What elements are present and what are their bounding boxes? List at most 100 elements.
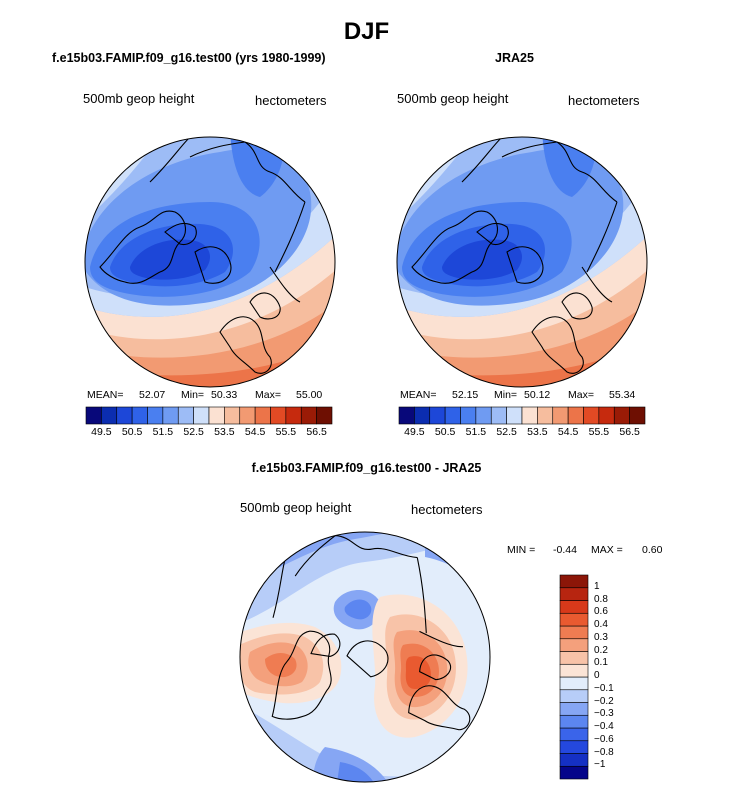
panel-1-title: f.e15b03.FAMIP.f09_g16.test00 (yrs 1980-… [52,51,326,65]
panel-3-map-border [239,531,491,783]
panel-1-units: hectometers [255,93,327,108]
panel-2-colorbar-box [583,406,600,425]
panel-3-colorbar-box [559,574,589,589]
panel-2-colorbar-box [490,406,507,425]
panel-2-colorbar-tick-label: 50.5 [434,426,456,438]
panel-1-max-label: Max= [255,389,281,401]
panel-1-colorbar-box [177,406,194,425]
panel-2-colorbar-box [506,406,523,425]
panel-2-colorbar-box [521,406,538,425]
panel-1-map-border [84,136,336,388]
panel-2-colorbar-box [475,406,492,425]
panel-2-colorbar [398,406,646,425]
panel-3-title: f.e15b03.FAMIP.f09_g16.test00 - JRA25 [251,461,482,475]
panel-3-colorbar-tick-label: 0.3 [594,631,608,643]
panel-3-colorbar-box [559,689,589,703]
panel-3-max-label: MAX = [591,544,623,556]
panel-3-colorbar-tick-label: −1 [594,759,606,771]
panel-2-map-border [396,136,648,388]
panel-2-colorbar-tick-label: 51.5 [465,426,487,438]
panel-3-colorbar-tick-label: 0 [594,670,600,681]
panel-1-colorbar-box [239,406,256,425]
panel-1-colorbar-tick-label: 56.5 [306,426,327,438]
panel-3-min: -0.44 [553,544,577,556]
panel-3-colorbar-box [559,600,589,614]
panel-2-colorbar-tick-label: 52.5 [496,426,517,438]
panel-1-min-label: Min= [181,389,205,401]
panel-1-colorbar-box [224,406,241,425]
panel-3-colorbar-tick-label: −0.3 [594,708,614,720]
panel-1-mean: 52.07 [139,389,166,401]
panel-3-colorbar-box [559,612,589,627]
panel-2-colorbar-box [414,406,431,425]
panel-2-map [397,137,647,387]
panel-1-colorbar-box [254,406,271,425]
panel-3-colorbar-tick-label: 0.4 [594,619,608,630]
panel-3-colorbar-box [559,702,589,716]
panel-2-colorbar-box [398,406,415,425]
panel-2-colorbar-tick-label: 49.5 [404,426,425,438]
panel-2-colorbar-tick-label: 54.5 [557,426,579,438]
panel-1-variable: 500mb geop height [83,91,195,106]
panel-3-colorbar-tick-label: 0.2 [594,644,608,656]
panel-2-colorbar-box [613,406,630,425]
panel-1-mean-label: MEAN= [87,389,124,401]
panel-2-colorbar-box [629,406,646,425]
panel-1-min: 50.33 [211,389,238,401]
panel-2-max-label: Max= [568,389,594,401]
panel-3-colorbar-box [559,765,589,780]
panel-2-max: 55.34 [609,389,636,401]
panel-1-colorbar-box [116,406,133,425]
panel-1-colorbar-tick-label: 52.5 [183,426,204,438]
panel-3-units: hectometers [411,502,483,517]
panel-3-min-label: MIN = [507,544,536,556]
panel-3-colorbar-box [559,587,589,601]
panel-1-colorbar-box [85,406,102,425]
panel-3-colorbar-tick-label: −0.2 [594,695,614,707]
panel-3-colorbar-box [559,727,589,742]
panel-2-colorbar-tick-label: 56.5 [619,426,640,438]
panel-2-colorbar-tick-label: 55.5 [588,426,610,438]
panel-2-colorbar-box [537,406,554,425]
panel-3-colorbar-tick-label: −0.8 [594,746,614,758]
panel-1-colorbar-tick-label: 55.5 [275,426,297,438]
panel-1-colorbar-box [316,406,333,425]
panel-1-colorbar-box [270,406,287,425]
panel-3-colorbar-box [559,663,589,678]
panel-3-variable: 500mb geop height [240,500,352,515]
panel-3-colorbar-box [559,676,589,691]
panel-1-colorbar-box [101,406,118,425]
panel-2-colorbar-box [598,406,615,425]
panel-1-colorbar-box [162,406,179,425]
panel-2-title: JRA25 [495,51,534,65]
panel-1-colorbar-tick-label: 51.5 [152,426,174,438]
panel-2-colorbar-box [444,406,461,425]
panel-3-colorbar-tick-label: −0.1 [594,682,614,694]
panel-3-max: 0.60 [642,544,663,556]
panel-1-colorbar-box [300,406,317,425]
panel-2-mean: 52.15 [452,389,479,401]
panel-2-min: 50.12 [524,389,551,401]
panel-1-colorbar-tick-label: 50.5 [121,426,143,438]
panel-1-colorbar [85,406,333,425]
panel-3-colorbar-box [559,638,589,652]
panel-1-map [85,137,335,387]
panel-3-colorbar-tick-label: −0.4 [594,721,614,732]
panel-3-colorbar-tick-label: 1 [594,580,600,592]
panel-3-map [240,532,490,782]
panel-3-colorbar-tick-label: −0.6 [594,733,614,745]
panel-2-colorbar-tick-label: 53.5 [527,426,548,438]
panel-3-colorbar-box [559,651,589,665]
panel-3-colorbar-box [559,625,589,640]
panel-1-colorbar-box [208,406,225,425]
panel-3-colorbar-box [559,753,589,767]
panel-2-colorbar-box [429,406,446,425]
panel-2-mean-label: MEAN= [400,389,437,401]
panel-2-colorbar-box [460,406,477,425]
panel-3-colorbar-tick-label: 0.6 [594,606,608,618]
panel-2-colorbar-box [567,406,584,425]
panel-1-colorbar-tick-label: 49.5 [91,426,112,438]
panel-3-colorbar [559,574,589,780]
panel-1-colorbar-tick-label: 54.5 [244,426,266,438]
